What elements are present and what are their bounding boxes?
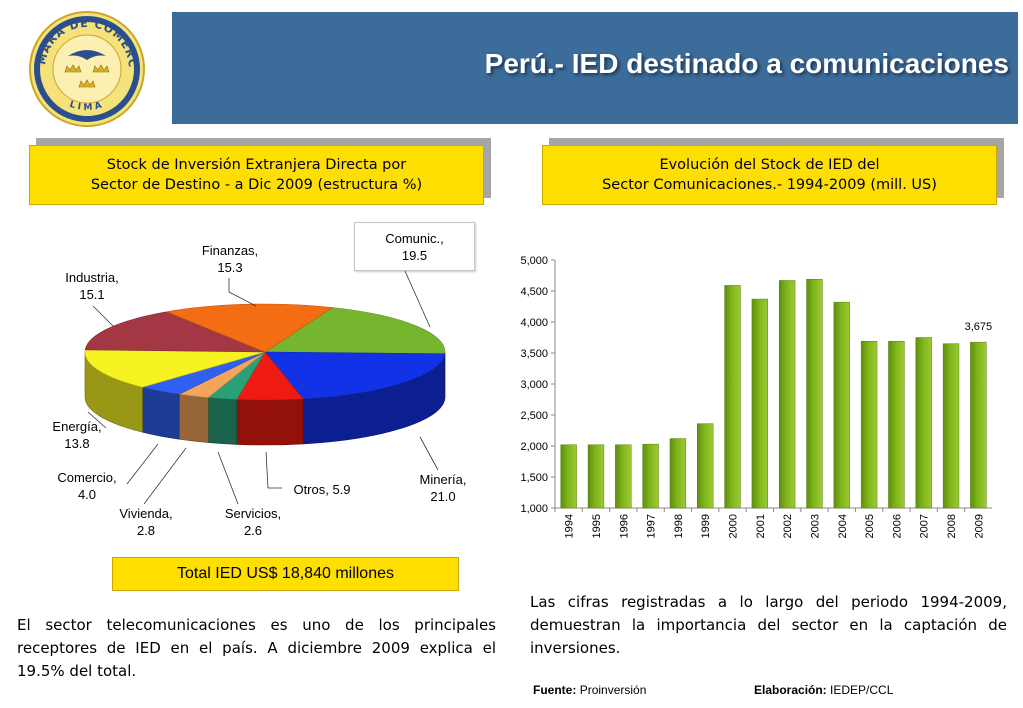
bar-y-tick-label: 1,000: [520, 503, 548, 515]
bar-x-tick-label: 2001: [755, 514, 767, 538]
footer-source: Fuente: Proinversión: [533, 683, 646, 697]
pie-leader-line: [126, 443, 159, 485]
pie-leader-line: [143, 447, 187, 505]
pie-slice-minería: [264, 351, 446, 400]
footer-elaboracion: Elaboración: IEDEP/CCL: [754, 683, 893, 697]
page-title: Perú.- IED destinado a comunicaciones: [484, 48, 1009, 79]
bar-y-tick-label: 4,000: [520, 317, 548, 329]
bar-title-line2: Sector Comunicaciones.- 1994-2009 (mill.…: [602, 177, 937, 193]
bar-x-tick-label: 1994: [564, 514, 576, 538]
pie-leader-line: [92, 305, 114, 327]
right-note: Las cifras registradas a lo largo del pe…: [530, 593, 1007, 657]
bar-title-line1: Evolución del Stock de IED del: [659, 157, 880, 173]
logo-text-bottom: LIMA: [68, 100, 103, 113]
bar-x-tick-label: 2009: [973, 514, 985, 538]
pie-side-otros: [236, 398, 304, 446]
bar-y-tick-label: 2,000: [520, 441, 548, 453]
bar-x-tick-label: 1999: [700, 514, 712, 538]
comunic-label-box: [354, 222, 475, 271]
bar-x-tick-label: 2000: [728, 514, 740, 538]
bar-2009: [970, 341, 987, 509]
pie-chart: [84, 270, 446, 505]
bar-x-tick-label: 1998: [673, 514, 685, 538]
pie-side-servicios: [207, 397, 238, 445]
bar-x-tick-label: 2007: [919, 514, 931, 538]
bar-1997: [642, 443, 659, 509]
bar-chart: 1,000 1,500 2,000 2,500 3,000 3,500 4,000 4,500…: [520, 255, 993, 538]
bar-x-tick-label: 2004: [837, 514, 849, 538]
elab-value: IEDEP/CCL: [830, 683, 894, 697]
pie-slice-finanzas: [165, 303, 334, 353]
total-ied-box: Total IED US$ 18,840 millones: [112, 557, 459, 591]
pie-label-industria: Industria, 15.1: [65, 270, 119, 302]
elab-label: Elaboración:: [754, 683, 827, 697]
source-label: Fuente:: [533, 683, 577, 697]
bar-x-tick-label: 2008: [946, 514, 958, 538]
bar-x-tick-label: 2003: [809, 514, 821, 538]
bar-2002: [778, 280, 796, 509]
bar-1999: [697, 423, 714, 509]
bar-x-tick-label: 1995: [591, 514, 603, 538]
source-value: Proinversión: [579, 683, 647, 697]
pie-slice-comunic.: [264, 307, 446, 355]
bar-2008: [942, 343, 960, 509]
pie-title-line2: Sector de Destino - a Dic 2009 (estructu…: [90, 177, 423, 193]
bar-1998: [669, 438, 687, 509]
bar-1995: [587, 444, 605, 509]
pie-leader-line: [87, 411, 107, 429]
bar-1996: [615, 444, 632, 509]
bar-y-tick-label: 2,500: [520, 410, 548, 422]
pie-label-otros: Otros, 5.9: [293, 482, 351, 497]
header-band: [172, 12, 1018, 124]
bar-y-tick-label: 3,500: [520, 348, 548, 360]
bar-y-tick-label: 4,500: [520, 286, 548, 298]
bar-2000: [724, 285, 741, 509]
pie-side-comercio: [142, 386, 180, 440]
bar-x-tick-label: 1997: [646, 514, 658, 538]
bar-x-tick-label: 1996: [618, 514, 630, 538]
bar-x-tick-label: 2006: [891, 514, 903, 538]
bar-y-tick-label: 1,500: [520, 472, 548, 484]
bar-2003: [806, 278, 823, 509]
pie-title-line1: Stock de Inversión Extranjera Directa po…: [106, 157, 407, 173]
bar-2006: [888, 340, 905, 509]
bar-data-label: 3,675: [965, 321, 993, 333]
pie-leader-line: [404, 270, 431, 328]
bar-y-tick-label: 3,000: [520, 379, 548, 391]
pie-slice-industria: [84, 311, 266, 353]
bar-2007: [915, 337, 932, 509]
left-note: El sector telecomunicaciones es uno de l…: [17, 616, 496, 680]
pie-label-mineria: Minería, 21.0: [419, 472, 467, 504]
pie-leader-line: [228, 278, 257, 307]
pie-panel-title: Stock de Inversión Extranjera Directa po…: [29, 145, 484, 205]
pie-leader-line: [265, 451, 282, 489]
bar-2004: [833, 301, 850, 509]
pie-leader-line: [419, 436, 439, 471]
pie-side-vivienda: [178, 393, 209, 443]
pie-label-servicios: Servicios, 2.6: [224, 506, 282, 538]
bar-x-tick-label: 2002: [782, 514, 794, 538]
camara-comercio-logo: CÁMARA DE COMERCIO LIMA: [28, 10, 145, 127]
pie-slice-energía: [84, 349, 266, 388]
bar-2005: [860, 340, 878, 509]
pie-leader-line: [217, 451, 239, 505]
bar-y-tick-label: 5,000: [520, 255, 548, 267]
pie-label-finanzas: Finanzas, 15.3: [201, 243, 259, 275]
pie-label-comercio: Comercio, 4.0: [57, 470, 117, 502]
bar-x-tick-label: 2005: [864, 514, 876, 538]
pie-label-vivienda: Vivienda, 2.8: [119, 506, 173, 538]
bar-2001: [751, 298, 769, 509]
bar-panel-title: Evolución del Stock de IED del Sector Co…: [542, 145, 997, 205]
pie-label-comunic: Comunic., 19.5: [385, 231, 444, 263]
svg-text:LIMA: LIMA: [68, 100, 106, 113]
pie-label-energia: Energía, 13.8: [52, 419, 102, 451]
bar-1994: [560, 444, 577, 509]
